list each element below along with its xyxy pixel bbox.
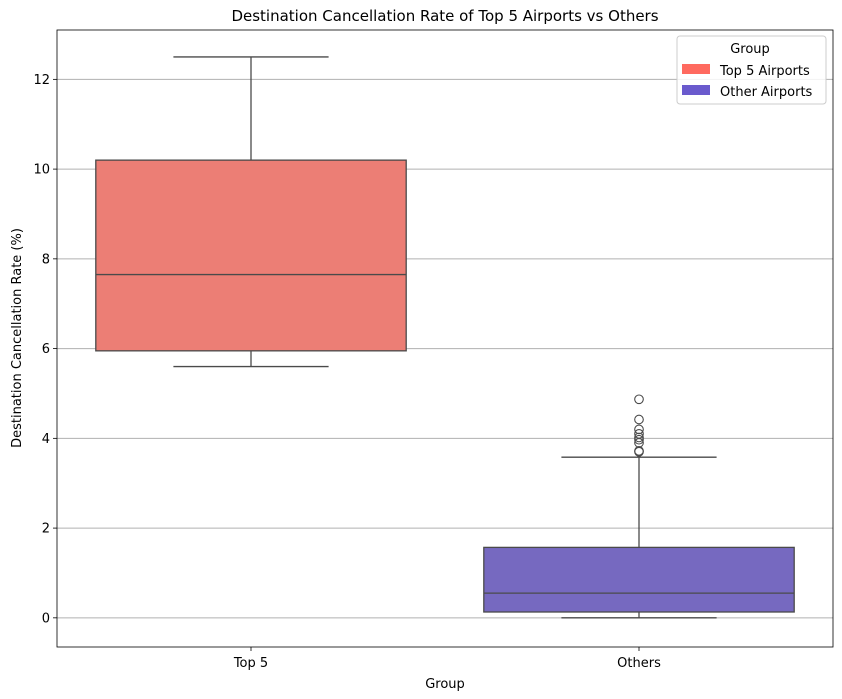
plot-frame [56,29,834,648]
box-top-5 [95,159,407,352]
box-others [483,546,795,613]
x-tick-label: Others [617,656,661,671]
legend-swatch-other [682,85,710,95]
x-tick-label: Top 5 [233,656,268,671]
plot-area [95,56,795,619]
legend-swatch-top-5 [682,64,710,74]
chart-title: Destination Cancellation Rate of Top 5 A… [231,7,658,25]
y-tick-label: 8 [42,252,50,267]
legend-label-top-5: Top 5 Airports [719,64,810,79]
outlier-point [634,394,644,405]
y-tick-label: 2 [42,522,50,537]
outlier-point [634,434,644,445]
legend: Group Top 5 Airports Other Airports [676,35,827,105]
x-axis-label: Group [425,677,465,692]
y-tick-label: 0 [42,611,50,626]
y-tick-label: 4 [42,432,50,447]
outlier-point [634,414,644,425]
y-tick-label: 10 [33,163,50,178]
outlier-point [634,424,644,435]
x-axis-ticks: Top 5 Others [233,647,661,671]
outlier-point [634,429,644,439]
y-axis-ticks: 0 2 4 6 8 10 12 [33,73,57,626]
legend-label-other: Other Airports [720,85,813,100]
y-tick-label: 12 [33,73,50,88]
y-axis-label: Destination Cancellation Rate (%) [10,228,25,448]
y-tick-label: 6 [42,342,50,357]
legend-title: Group [730,42,770,57]
legend-frame [676,35,827,105]
